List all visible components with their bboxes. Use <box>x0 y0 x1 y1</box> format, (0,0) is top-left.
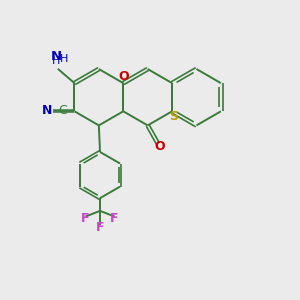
Text: O: O <box>154 140 165 153</box>
Text: N: N <box>50 50 62 63</box>
Text: N: N <box>42 104 52 117</box>
Text: S: S <box>169 110 178 123</box>
Text: O: O <box>118 70 129 83</box>
Text: H: H <box>52 56 60 66</box>
Text: F: F <box>81 212 90 225</box>
Text: H: H <box>59 54 68 64</box>
Text: F: F <box>96 221 104 234</box>
Text: C: C <box>58 104 67 117</box>
Text: F: F <box>110 212 119 225</box>
